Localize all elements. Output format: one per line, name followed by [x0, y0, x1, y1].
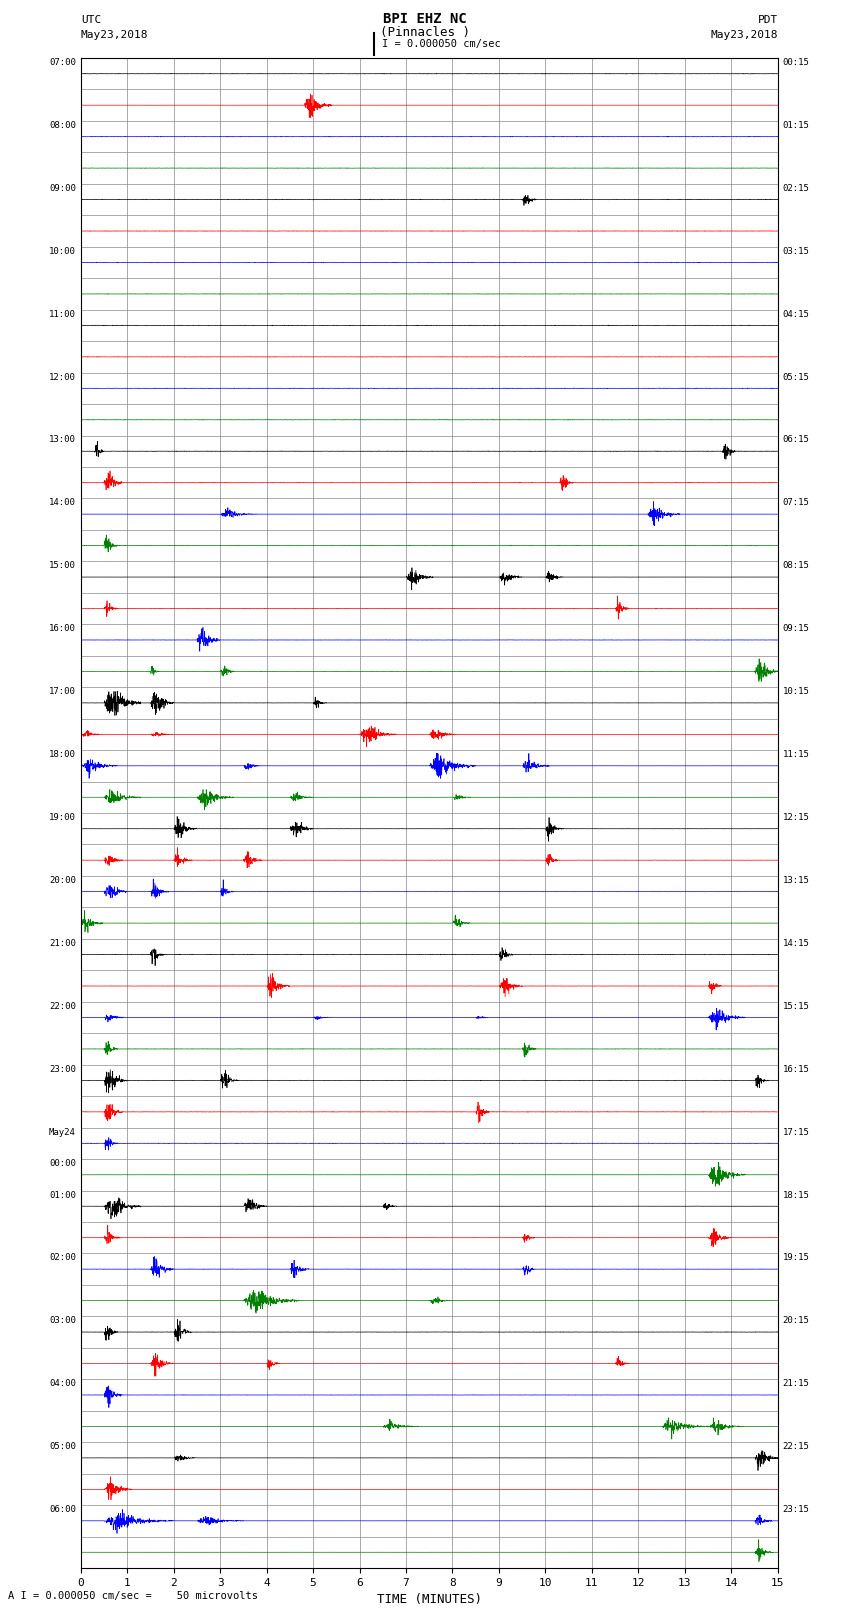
Text: 07:00: 07:00	[49, 58, 76, 68]
Text: 10:00: 10:00	[49, 247, 76, 256]
Text: 11:00: 11:00	[49, 310, 76, 319]
Text: 04:00: 04:00	[49, 1379, 76, 1389]
Text: 07:15: 07:15	[783, 498, 809, 508]
Text: 06:00: 06:00	[49, 1505, 76, 1515]
Text: 05:15: 05:15	[783, 373, 809, 382]
Text: 00:15: 00:15	[783, 58, 809, 68]
Text: 17:15: 17:15	[783, 1127, 809, 1137]
Text: 15:00: 15:00	[49, 561, 76, 571]
Text: 18:00: 18:00	[49, 750, 76, 760]
Text: I = 0.000050 cm/sec: I = 0.000050 cm/sec	[382, 39, 501, 48]
Text: 13:15: 13:15	[783, 876, 809, 886]
Text: 00:00: 00:00	[49, 1160, 76, 1168]
Text: 05:00: 05:00	[49, 1442, 76, 1452]
Text: 16:00: 16:00	[49, 624, 76, 634]
Text: 19:15: 19:15	[783, 1253, 809, 1263]
Text: 01:00: 01:00	[49, 1190, 76, 1200]
Text: 06:15: 06:15	[783, 436, 809, 445]
Text: 12:15: 12:15	[783, 813, 809, 823]
Text: BPI EHZ NC: BPI EHZ NC	[383, 11, 467, 26]
Text: 03:15: 03:15	[783, 247, 809, 256]
Text: UTC: UTC	[81, 15, 101, 24]
Text: 17:00: 17:00	[49, 687, 76, 697]
Text: A I = 0.000050 cm/sec =    50 microvolts: A I = 0.000050 cm/sec = 50 microvolts	[8, 1590, 258, 1602]
Text: 09:15: 09:15	[783, 624, 809, 634]
Text: 16:15: 16:15	[783, 1065, 809, 1074]
Text: 08:15: 08:15	[783, 561, 809, 571]
Text: 18:15: 18:15	[783, 1190, 809, 1200]
Text: 19:00: 19:00	[49, 813, 76, 823]
Text: 02:15: 02:15	[783, 184, 809, 194]
X-axis label: TIME (MINUTES): TIME (MINUTES)	[377, 1594, 482, 1607]
Text: 23:15: 23:15	[783, 1505, 809, 1515]
Text: 11:15: 11:15	[783, 750, 809, 760]
Text: 21:15: 21:15	[783, 1379, 809, 1389]
Text: 14:00: 14:00	[49, 498, 76, 508]
Text: 20:00: 20:00	[49, 876, 76, 886]
Text: 14:15: 14:15	[783, 939, 809, 948]
Text: 22:15: 22:15	[783, 1442, 809, 1452]
Text: 10:15: 10:15	[783, 687, 809, 697]
Text: 08:00: 08:00	[49, 121, 76, 131]
Text: 03:00: 03:00	[49, 1316, 76, 1326]
Text: May24: May24	[49, 1127, 76, 1137]
Text: 04:15: 04:15	[783, 310, 809, 319]
Text: 09:00: 09:00	[49, 184, 76, 194]
Text: 02:00: 02:00	[49, 1253, 76, 1263]
Text: 22:00: 22:00	[49, 1002, 76, 1011]
Text: 15:15: 15:15	[783, 1002, 809, 1011]
Text: 23:00: 23:00	[49, 1065, 76, 1074]
Text: May23,2018: May23,2018	[711, 31, 778, 40]
Text: 01:15: 01:15	[783, 121, 809, 131]
Text: PDT: PDT	[757, 15, 778, 24]
Text: (Pinnacles ): (Pinnacles )	[380, 26, 470, 39]
Text: 20:15: 20:15	[783, 1316, 809, 1326]
Text: 12:00: 12:00	[49, 373, 76, 382]
Text: 21:00: 21:00	[49, 939, 76, 948]
Text: 13:00: 13:00	[49, 436, 76, 445]
Text: May23,2018: May23,2018	[81, 31, 148, 40]
